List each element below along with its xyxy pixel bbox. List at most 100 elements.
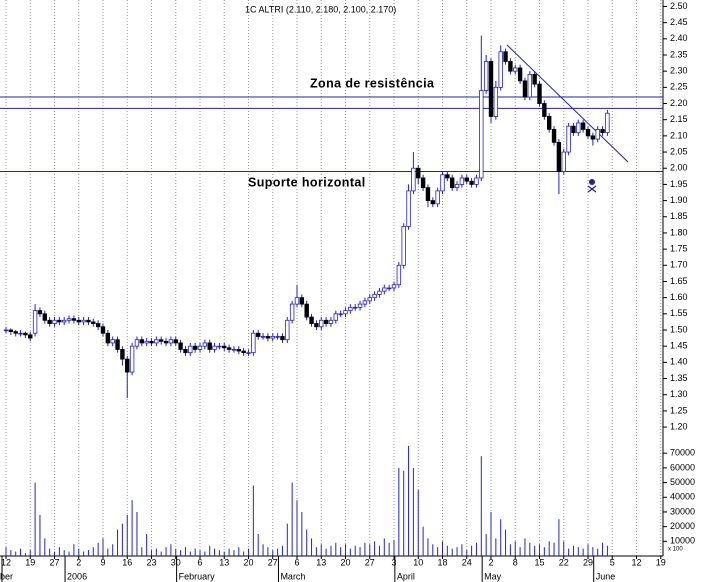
y-tick-label: 2.00	[670, 163, 688, 173]
candle-body	[285, 319, 290, 341]
candle-body	[134, 339, 140, 347]
candle-body	[411, 167, 416, 192]
candle-body	[377, 290, 382, 295]
candle-body	[605, 112, 610, 134]
candle-body	[474, 177, 479, 185]
candle-body	[357, 303, 363, 308]
candle-body	[454, 184, 460, 189]
candle-body	[362, 300, 368, 305]
candle-body	[576, 122, 581, 134]
candle-body	[47, 319, 52, 324]
volume-tick-label: 60000	[670, 462, 695, 472]
candle-body	[125, 358, 130, 373]
candle-body	[348, 306, 353, 311]
candle-body	[445, 174, 450, 179]
y-tick-label: 1.60	[670, 292, 688, 302]
month-label: March	[280, 571, 305, 581]
candle-body	[100, 326, 106, 334]
candle-body	[537, 83, 542, 104]
volume-tick-label: 70000	[670, 448, 695, 458]
candle-body	[163, 340, 169, 344]
candle-body	[129, 345, 135, 373]
candle-body	[139, 339, 144, 344]
candle-body	[183, 349, 188, 354]
annotation: Zona de resistência	[310, 76, 435, 90]
month-label: February	[179, 571, 216, 581]
y-tick-label: 1.30	[670, 389, 688, 399]
candle-body	[430, 200, 435, 205]
candle-body	[420, 177, 426, 189]
x-tick-label: 8	[513, 557, 518, 567]
y-tick-label: 2.05	[670, 146, 688, 156]
candle-body	[309, 316, 314, 324]
candle-body	[503, 51, 508, 62]
volume-tick-label: 10000	[670, 536, 695, 546]
y-tick-label: 1.70	[670, 260, 688, 270]
candle-body	[343, 310, 348, 315]
candle-body	[178, 342, 183, 350]
y-tick-label: 1.55	[670, 308, 688, 318]
candle-body	[192, 345, 198, 350]
candle-body	[222, 345, 227, 349]
annotation: Suporte horizontal	[248, 175, 366, 189]
candle-body	[600, 129, 605, 134]
candle-body	[527, 74, 532, 98]
candle-body	[590, 135, 596, 140]
candle-body	[488, 61, 494, 117]
candle-body	[260, 336, 266, 338]
y-tick-label: 1.90	[670, 195, 688, 205]
candle-body	[91, 321, 96, 324]
x-tick-label: 23	[146, 557, 156, 567]
x-tick-label: 19	[25, 557, 35, 567]
y-tick-label: 2.40	[670, 33, 688, 43]
candle-body	[115, 339, 120, 350]
x-tick-label: 12	[1, 557, 11, 567]
candle-body	[580, 122, 586, 130]
x-tick-label: 13	[219, 557, 229, 567]
candle-body	[459, 177, 465, 185]
candle-body	[226, 347, 232, 350]
y-tick-label: 2.25	[670, 82, 688, 92]
candle-body	[42, 313, 47, 321]
y-tick-label: 2.20	[670, 98, 688, 108]
y-tick-label: 1.35	[670, 373, 688, 383]
candle-body	[556, 141, 562, 172]
candle-body	[391, 284, 397, 289]
candle-body	[173, 339, 178, 344]
candle-body	[37, 310, 43, 315]
candle-body	[236, 349, 241, 352]
candle-body	[57, 319, 62, 323]
candle-body	[406, 190, 411, 227]
candle-body	[522, 80, 528, 98]
candle-body	[551, 129, 557, 143]
candle-body	[464, 177, 469, 182]
candle-body	[561, 151, 566, 172]
candle-body	[280, 336, 285, 341]
candle-body	[440, 174, 445, 192]
x-tick-label: 6	[197, 557, 202, 567]
candle-body	[566, 125, 571, 153]
candle-body	[338, 313, 343, 316]
y-tick-label: 1.80	[670, 227, 688, 237]
candle-body	[207, 342, 212, 350]
candle-body	[294, 297, 300, 305]
x-tick-label: 29	[583, 557, 593, 567]
x-tick-label: 6	[294, 557, 299, 567]
candle-body	[251, 332, 256, 354]
skull-icon	[587, 179, 597, 193]
candle-body	[76, 319, 81, 323]
candle-body	[425, 187, 431, 201]
candle-body	[547, 116, 552, 130]
candle-body	[202, 342, 208, 347]
x-tick-label: 10	[413, 557, 423, 567]
candle-body	[319, 319, 324, 328]
x-tick-label: 16	[122, 557, 132, 567]
volume-tick-label: 20000	[670, 521, 695, 531]
candle-body	[120, 349, 125, 360]
x-tick-label: 12	[631, 557, 641, 567]
candle-body	[95, 323, 101, 328]
y-tick-label: 1.25	[670, 405, 688, 415]
candle-body	[13, 331, 18, 334]
